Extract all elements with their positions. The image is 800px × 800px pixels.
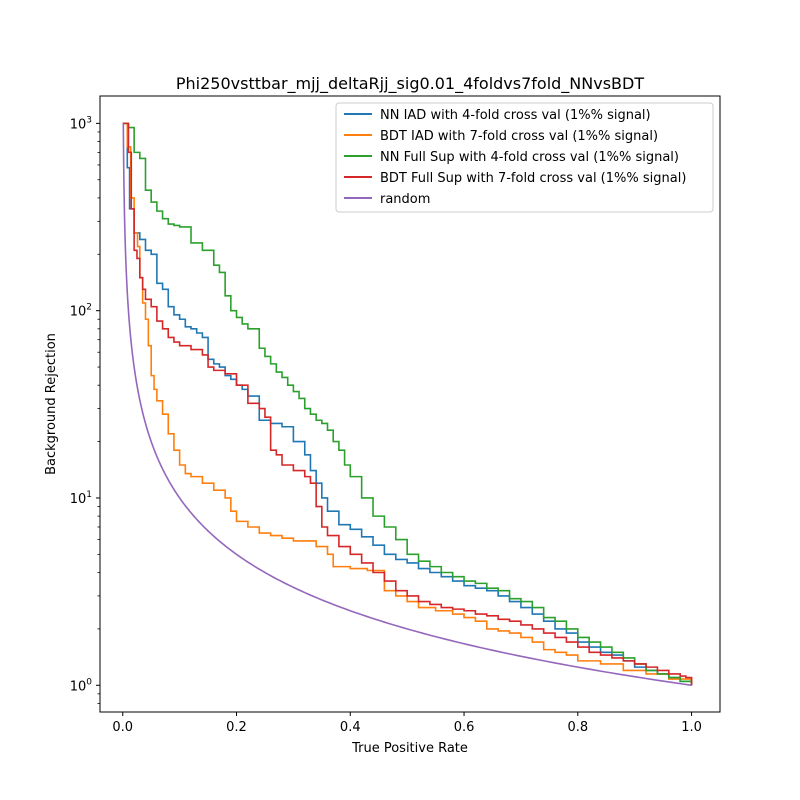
legend-box xyxy=(335,102,714,213)
y-tick-label-2: 102 xyxy=(70,303,92,320)
legend: NN IAD with 4-fold cross val (1%% signal… xyxy=(335,102,714,213)
legend-label-0: NN IAD with 4-fold cross val (1%% signal… xyxy=(380,108,651,123)
y-axis-ticks: 100 101 102 103 xyxy=(70,115,100,704)
x-tick-label-5: 1.0 xyxy=(681,720,702,735)
plot-frame xyxy=(99,95,721,713)
series-line-4 xyxy=(122,123,692,687)
series-layer xyxy=(122,122,693,687)
x-tick-label-1: 0.2 xyxy=(226,720,247,735)
x-tick-label-4: 0.8 xyxy=(567,720,588,735)
series-line-1 xyxy=(122,122,693,686)
chart-title: Phi250vsttbar_mjj_deltaRjj_sig0.01_4fold… xyxy=(176,74,644,94)
y-tick-label-1: 101 xyxy=(70,490,92,507)
legend-label-3: BDT Full Sup with 7-fold cross val (1%% … xyxy=(380,171,686,186)
x-tick-label-2: 0.4 xyxy=(340,720,361,735)
legend-label-4: random xyxy=(380,192,430,207)
x-tick-label-3: 0.6 xyxy=(454,720,475,735)
series-line-0 xyxy=(122,122,693,686)
y-tick-label-0: 100 xyxy=(70,677,93,694)
series-line-2 xyxy=(122,122,693,686)
legend-label-2: NN Full Sup with 4-fold cross val (1%% s… xyxy=(380,150,679,165)
x-tick-label-0: 0.0 xyxy=(112,720,133,735)
y-axis-label: Background Rejection xyxy=(44,333,59,475)
y-tick-label-3: 103 xyxy=(70,115,92,132)
legend-label-1: BDT IAD with 7-fold cross val (1%% signa… xyxy=(380,129,658,144)
series-line-3 xyxy=(122,122,693,686)
x-axis-label: True Positive Rate xyxy=(351,741,468,756)
x-axis-ticks: 0.0 0.2 0.4 0.6 0.8 1.0 xyxy=(112,712,702,735)
